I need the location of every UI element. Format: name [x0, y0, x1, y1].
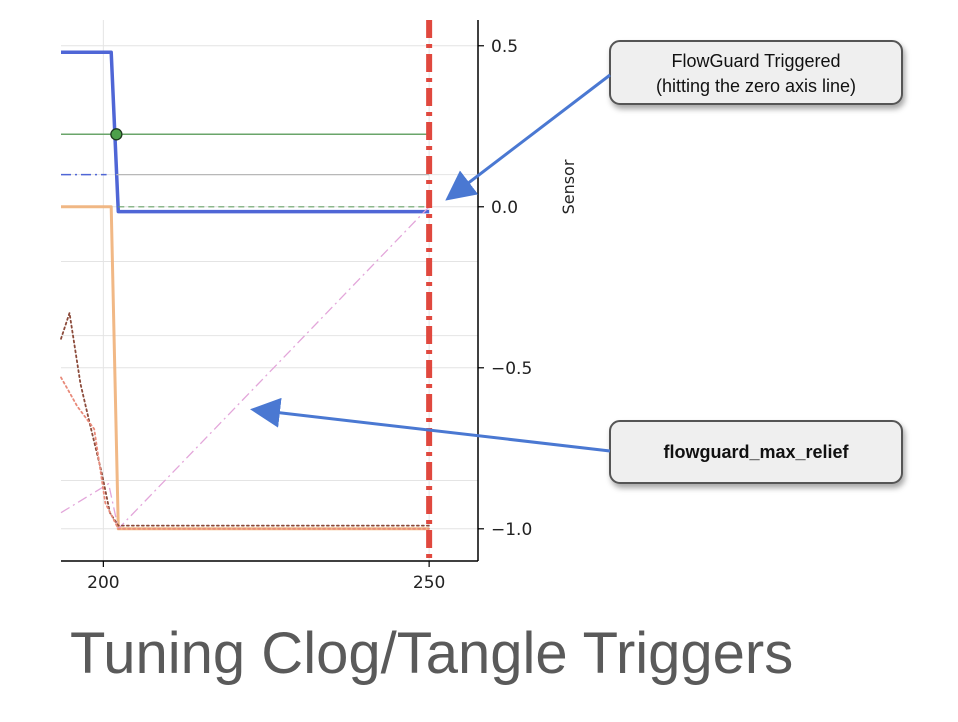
- callout-flowguard-triggered: FlowGuard Triggered (hitting the zero ax…: [609, 40, 903, 105]
- series-line-salmon-8: [60, 376, 431, 530]
- chart-series-layer: [60, 50, 431, 531]
- y-tick-label: −1.0: [491, 520, 532, 540]
- series-line-pink-6: [60, 206, 430, 530]
- y-tick-label: 0.5: [491, 37, 518, 57]
- callout-arrow-max-relief: [250, 397, 611, 453]
- y-tick-label: −0.5: [491, 359, 532, 379]
- callout-arrow-triggered: [445, 73, 611, 201]
- y-ticks: 0.5 0.0 −0.5 −1.0: [478, 37, 532, 540]
- callout-max-relief-label: flowguard_max_relief: [663, 442, 849, 462]
- marker-layer: [110, 128, 123, 141]
- callout-max-relief: flowguard_max_relief: [609, 420, 903, 484]
- series-marker-point: [110, 128, 123, 141]
- x-tick-label: 200: [87, 573, 119, 593]
- slide-title: Tuning Clog/Tangle Triggers: [70, 621, 794, 686]
- x-ticks: 200 250: [87, 561, 445, 593]
- x-tick-label: 250: [413, 573, 445, 593]
- y-tick-label: 0.0: [491, 198, 518, 218]
- series-line-brown-7: [60, 312, 431, 527]
- callout-triggered-line2: (hitting the zero axis line): [656, 76, 856, 96]
- chart-gridlines: [61, 20, 478, 561]
- callout-triggered-line1: FlowGuard Triggered: [671, 51, 840, 71]
- y-axis-label: Sensor: [559, 159, 578, 214]
